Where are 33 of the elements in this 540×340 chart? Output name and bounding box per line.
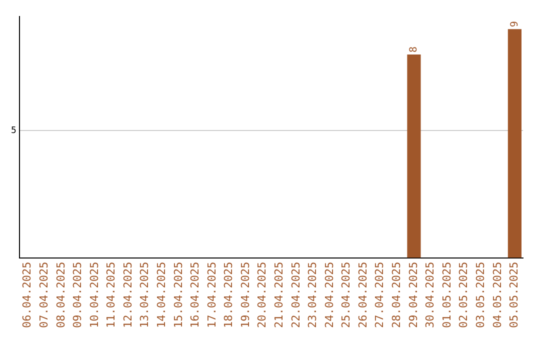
x-tick-label: 22.04.2025 — [289, 262, 302, 328]
x-tick-label: 13.04.2025 — [138, 262, 152, 328]
x-tick-label: 21.04.2025 — [272, 262, 286, 328]
x-tick-label: 11.04.2025 — [104, 262, 118, 328]
x-tick-label: 25.04.2025 — [340, 262, 353, 328]
x-tick-label: 24.04.2025 — [322, 262, 336, 328]
x-tick-label: 20.04.2025 — [256, 262, 269, 328]
x-tick-label: 07.04.2025 — [37, 262, 50, 328]
x-tick-label: 10.04.2025 — [88, 262, 101, 328]
x-tick-label: 08.04.2025 — [54, 262, 68, 328]
y-tick-label: 5 — [10, 126, 16, 136]
x-tick-label: 27.04.2025 — [373, 262, 386, 328]
x-tick-label: 06.04.2025 — [20, 262, 34, 328]
x-tick-label: 30.04.2025 — [424, 262, 437, 328]
x-tick-label: 01.05.2025 — [440, 262, 454, 328]
x-tick-label: 18.04.2025 — [222, 262, 236, 328]
data-label: 9 — [509, 21, 520, 28]
x-tick-label: 19.04.2025 — [238, 262, 252, 328]
x-tick-label: 12.04.2025 — [121, 262, 134, 328]
x-tick-label: 17.04.2025 — [205, 262, 218, 328]
x-tick-label: 28.04.2025 — [390, 262, 404, 328]
x-tick-label: 03.05.2025 — [474, 262, 487, 328]
x-tick-label: 29.04.2025 — [406, 262, 420, 328]
x-tick-label: 16.04.2025 — [188, 262, 202, 328]
x-tick-label: 09.04.2025 — [71, 262, 84, 328]
x-tick-label: 05.05.2025 — [508, 262, 521, 328]
x-tick-label: 23.04.2025 — [306, 262, 320, 328]
x-tick-label: 02.05.2025 — [457, 262, 470, 328]
x-tick-label: 14.04.2025 — [154, 262, 168, 328]
data-label: 8 — [408, 46, 420, 53]
x-tick-label: 04.05.2025 — [490, 262, 504, 328]
x-tick-label: 26.04.2025 — [356, 262, 370, 328]
x-tick-label: 15.04.2025 — [172, 262, 185, 328]
